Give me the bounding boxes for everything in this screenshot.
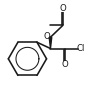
Text: O: O (61, 60, 68, 69)
Polygon shape (49, 37, 52, 49)
Text: O: O (43, 32, 50, 41)
Text: O: O (59, 4, 66, 13)
Text: Cl: Cl (77, 44, 85, 53)
